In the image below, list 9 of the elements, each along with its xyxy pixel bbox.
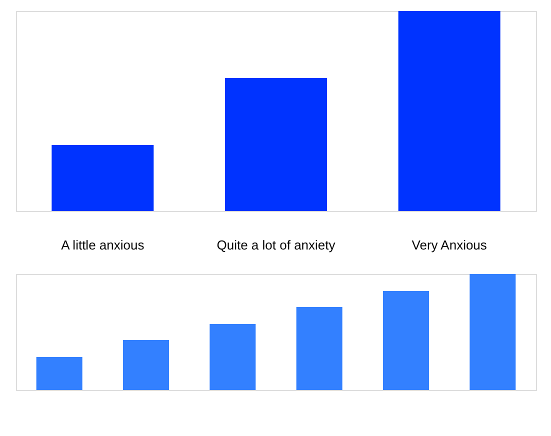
bar (36, 357, 82, 390)
bar (210, 324, 256, 390)
bar (123, 340, 169, 390)
x-tick-label: A little anxious (61, 238, 145, 252)
bar (383, 291, 429, 390)
bar (296, 306, 342, 390)
bar (470, 274, 516, 390)
x-tick-label: Quite a lot of anxiety (216, 238, 336, 252)
x-tick-label: Very Anxious (412, 238, 488, 252)
